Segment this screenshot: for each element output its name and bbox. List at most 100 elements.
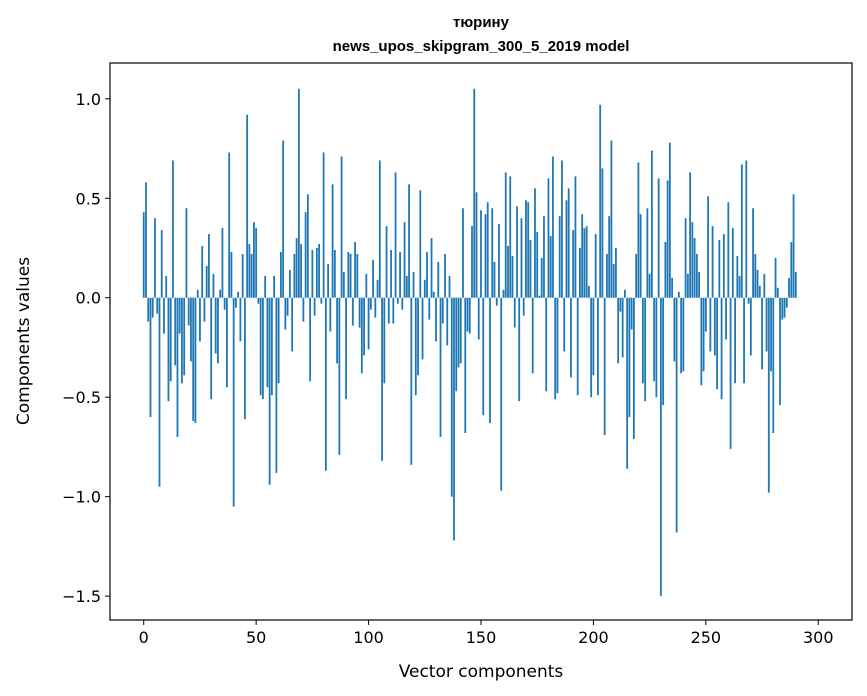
bar-77	[315, 248, 318, 298]
y-axis-label: Components values	[14, 257, 34, 425]
bar-269	[747, 297, 750, 304]
bar-138	[453, 297, 455, 541]
bar-155	[491, 208, 494, 298]
bar-20	[187, 297, 190, 326]
bar-17	[181, 297, 183, 384]
bar-134	[444, 253, 446, 298]
bar-218	[633, 297, 635, 439]
bar-40	[232, 297, 235, 507]
y-tick-label: −0.5	[62, 388, 101, 407]
bar-76	[313, 297, 316, 316]
bar-122	[417, 297, 419, 376]
plot-frame	[109, 62, 853, 621]
bar-149	[477, 297, 480, 340]
bar-179	[545, 297, 548, 392]
bar-232	[664, 242, 667, 298]
bar-165	[513, 297, 516, 328]
bar-115	[401, 297, 404, 310]
bar-7	[158, 297, 161, 487]
bar-286	[785, 297, 788, 308]
bar-142	[462, 208, 464, 298]
bar-96	[358, 297, 361, 328]
bar-114	[399, 251, 401, 298]
bar-246	[695, 253, 698, 298]
bar-133	[441, 297, 444, 324]
bar-2	[147, 297, 150, 322]
bar-282	[776, 287, 779, 298]
bar-168	[520, 218, 523, 298]
y-tick-label: 1.0	[76, 90, 101, 109]
bar-239	[680, 297, 683, 374]
bar-81	[324, 297, 327, 471]
bar-144	[466, 297, 469, 332]
bar-64	[286, 297, 289, 316]
bar-80	[322, 152, 325, 298]
bar-235	[671, 277, 674, 298]
bar-74	[309, 297, 312, 382]
bar-159	[500, 297, 503, 491]
bar-178	[543, 216, 545, 298]
bar-251	[707, 196, 709, 298]
bar-255	[716, 297, 718, 390]
bar-171	[527, 202, 530, 298]
bar-271	[752, 208, 754, 298]
bar-242	[686, 273, 689, 298]
bar-55	[266, 297, 269, 388]
bar-156	[493, 261, 496, 298]
bar-5	[154, 218, 156, 298]
bar-162	[507, 246, 509, 298]
bar-247	[698, 271, 700, 298]
bar-6	[156, 297, 159, 314]
bar-50	[255, 228, 258, 298]
x-tick-label: 300	[803, 628, 834, 647]
bar-199	[590, 297, 593, 398]
bar-98	[363, 297, 365, 356]
bar-11	[167, 297, 170, 402]
bar-21	[190, 297, 192, 362]
bar-201	[594, 234, 597, 298]
bar-36	[223, 297, 226, 310]
bar-194	[579, 248, 581, 298]
bar-43	[239, 297, 242, 342]
bar-261	[729, 297, 732, 449]
bar-215	[626, 297, 629, 469]
bar-24	[196, 289, 199, 298]
bar-70	[300, 244, 303, 298]
bar-276	[763, 273, 766, 298]
bar-8	[160, 230, 163, 298]
bar-211	[617, 297, 620, 364]
bar-63	[284, 297, 287, 330]
bar-279	[770, 297, 772, 372]
bar-56	[268, 297, 271, 485]
bar-169	[522, 297, 525, 316]
bar-177	[540, 257, 543, 298]
bar-47	[248, 244, 251, 298]
bar-175	[536, 232, 539, 298]
bar-129	[432, 291, 435, 298]
bar-53	[262, 297, 264, 400]
bar-60	[277, 297, 280, 384]
bar-248	[700, 297, 703, 386]
bar-163	[509, 176, 512, 298]
bar-184	[556, 297, 559, 394]
bar-75	[311, 249, 314, 298]
bar-95	[356, 253, 359, 298]
bar-111	[392, 297, 395, 324]
bar-124	[421, 297, 424, 360]
bar-273	[756, 269, 759, 298]
x-axis-label: Vector components	[399, 662, 564, 682]
bar-12	[169, 297, 172, 382]
bar-1	[145, 182, 147, 298]
bar-85	[333, 249, 336, 298]
bar-15	[176, 297, 179, 437]
bar-185	[558, 216, 561, 298]
bar-62	[282, 140, 285, 298]
bar-92	[349, 253, 352, 298]
bar-267	[743, 297, 745, 384]
bar-108	[385, 226, 388, 298]
bar-79	[320, 297, 323, 304]
bar-258	[722, 234, 725, 298]
bar-221	[639, 214, 642, 298]
bar-202	[597, 297, 599, 396]
bar-116	[403, 222, 406, 298]
